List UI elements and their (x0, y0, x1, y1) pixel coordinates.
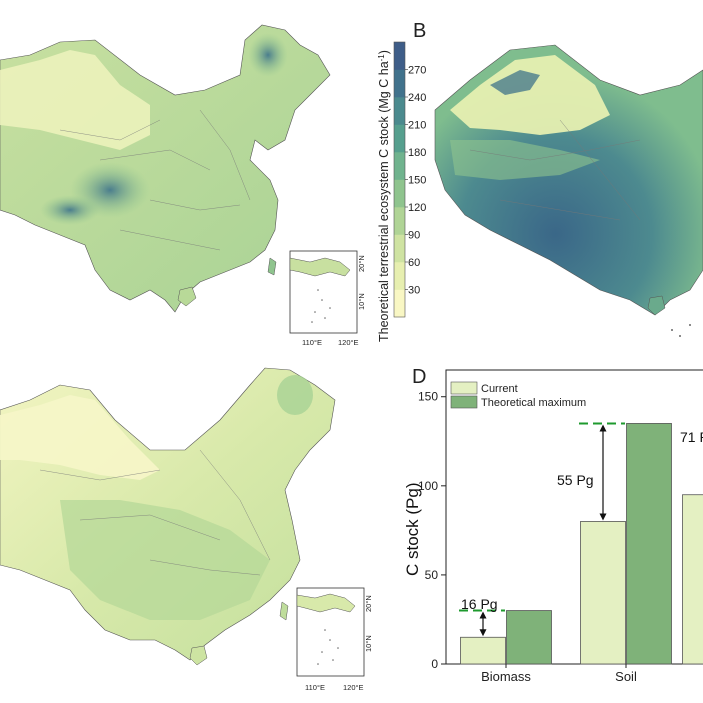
gap-arrow-head-bottom-biomass (479, 629, 487, 637)
colorbar-swatch-7 (394, 97, 405, 125)
chart-d-gap-markers (459, 422, 625, 637)
colorbar-tick-label-90: 90 (408, 230, 420, 242)
category-label-soil: Soil (615, 669, 637, 684)
colorbar-swatch-2 (394, 234, 405, 263)
inset-c-lat-20: 20°N (364, 595, 373, 612)
map-a-taiwan-island (267, 257, 277, 276)
map-b-mid-plateau (450, 140, 600, 180)
colorbar-swatches (394, 42, 405, 318)
chart-d-y-axis-label: C stock (Pg) (403, 482, 422, 576)
y-tick-label-50: 50 (425, 568, 439, 582)
colorbar-tick-label-270: 270 (408, 65, 426, 77)
chart-d-category-labels: BiomassSoilTerr (481, 664, 637, 684)
inset-a-islands (311, 289, 331, 323)
gap-arrow-head-top-soil (599, 424, 607, 432)
inset-a-lon-110: 110°E (302, 338, 322, 347)
colorbar-tick-label-60: 60 (408, 257, 420, 269)
colorbar-tick-label-150: 150 (408, 175, 426, 187)
annotation-soil-gap: 55 Pg (557, 472, 594, 488)
map-b-dark-tarim (490, 70, 540, 95)
gap-arrow-head-bottom-soil (599, 513, 607, 521)
inset-c-coast (296, 593, 356, 613)
chart-d-y-ticks: 0 50 100 150 (418, 390, 446, 671)
bar-biomass-theoretical-maximum (506, 610, 552, 665)
inset-a-lon-120: 120°E (338, 338, 359, 347)
annotation-terrestrial-gap: 71 Pg (680, 429, 703, 445)
map-b-province-borders (469, 119, 641, 221)
map-a-province-borders (59, 109, 251, 251)
map-b-desert-region (450, 55, 610, 135)
map-b-islands (671, 324, 691, 337)
map-panel-a: 20°N 10°N 110°E 120°E (0, 24, 366, 347)
legend-label-theoretical-maximum: Theoretical maximum (481, 397, 586, 409)
gap-arrow-head-top-biomass (479, 611, 487, 619)
map-a-dark-southwest (40, 195, 100, 225)
colorbar-ticks: 30 60 90 120 150 180 210 240 270 (405, 65, 426, 297)
map-a-dark-northeast (248, 33, 288, 77)
colorbar: 30 60 90 120 150 180 210 240 270 Theoretical ter… (377, 41, 426, 342)
map-c-taiwan-island (279, 601, 289, 621)
map-a-hainan-island (177, 286, 197, 307)
inset-c-lon-120: 120°E (343, 683, 364, 692)
inset-c-islands (317, 629, 339, 665)
map-c-hainan-island (189, 645, 208, 666)
bar-soil-current (580, 521, 626, 665)
map-a-desert-region (0, 50, 150, 150)
colorbar-swatch-3 (394, 207, 405, 235)
map-panel-c: 20°N 10°N 110°E 120°E (0, 367, 373, 692)
colorbar-title: Theoretical terrestrial ecosystem C stoc… (377, 50, 391, 342)
colorbar-swatch-4 (394, 179, 405, 208)
colorbar-swatch-5 (394, 152, 405, 180)
y-tick-label-150: 150 (418, 390, 438, 404)
y-tick-label-100: 100 (418, 479, 438, 493)
legend-swatch-current (450, 381, 478, 395)
inset-a-lat-10: 10°N (357, 293, 366, 310)
colorbar-swatch-1 (394, 262, 405, 290)
map-c-green-northeast (277, 375, 313, 415)
panel-letter-d: D (412, 366, 427, 388)
chart-d-legend: Current Theoretical maximum (450, 381, 586, 409)
colorbar-swatch-0 (394, 289, 405, 318)
colorbar-tick-label-30: 30 (408, 285, 420, 297)
legend-swatch-theoretical-maximum (450, 395, 478, 409)
map-panel-b (434, 44, 703, 337)
panel-letter-b: B (413, 20, 427, 42)
bar-biomass-current (460, 636, 506, 665)
inset-c: 20°N 10°N 110°E 120°E (296, 587, 373, 692)
colorbar-tick-label-210: 210 (408, 120, 426, 132)
inset-c-lat-10: 10°N (364, 635, 373, 652)
inset-a: 20°N 10°N 110°E 120°E (289, 250, 366, 347)
colorbar-swatch-6 (394, 124, 405, 153)
colorbar-swatch-8 (394, 69, 405, 98)
colorbar-tick-label-120: 120 (408, 202, 426, 214)
bar-soil-theoretical-maximum (626, 423, 672, 665)
inset-a-coast (289, 257, 351, 277)
chart-d-bars (460, 423, 703, 665)
colorbar-tick-label-180: 180 (408, 147, 426, 159)
map-c-province-borders (39, 449, 271, 576)
inset-a-lat-20: 20°N (357, 255, 366, 272)
colorbar-tick-label-240: 240 (408, 92, 426, 104)
map-c-greener-south (60, 500, 270, 620)
y-tick-label-0: 0 (431, 657, 438, 671)
legend-label-current: Current (481, 383, 518, 395)
chart-d-plot-frame (445, 369, 703, 665)
category-label-biomass: Biomass (481, 669, 531, 684)
map-b-hainan-island (647, 295, 666, 316)
bar-terr-current (682, 494, 703, 665)
colorbar-swatch-9 (394, 42, 405, 70)
inset-c-lon-110: 110°E (305, 683, 325, 692)
map-c-desert-region (0, 395, 160, 480)
annotation-biomass-gap: 16 Pg (461, 596, 498, 612)
